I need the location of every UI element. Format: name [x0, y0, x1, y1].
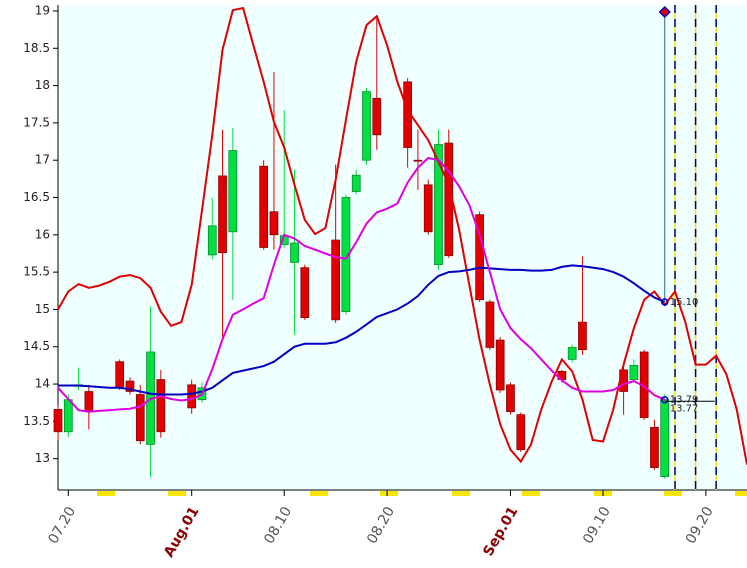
candle-body: [341, 197, 351, 313]
price-marker: [660, 298, 669, 306]
candle-body: [567, 347, 577, 360]
candle-body: [84, 391, 94, 412]
candle-body: [423, 184, 433, 233]
x-tick-label: 08.20: [364, 504, 398, 547]
candle-body: [506, 384, 515, 413]
candle-body: [259, 165, 269, 248]
indicator-line: [57, 156, 666, 413]
candle-body: [187, 384, 197, 409]
candle-body: [650, 426, 659, 468]
candle-body: [125, 380, 135, 392]
price-label: 15.10: [670, 297, 699, 308]
candle-body: [629, 365, 639, 380]
y-tick-label: 19: [35, 3, 50, 17]
x-tick-label: 07.20: [45, 504, 79, 547]
candle-body: [495, 339, 505, 391]
weekend-marker: [522, 491, 540, 496]
candle-body: [372, 97, 382, 136]
candle-body: [475, 214, 484, 301]
candle-body: [63, 399, 73, 433]
y-tick-label: 13.5: [23, 414, 50, 428]
candle-body: [269, 211, 279, 236]
candle-body: [156, 379, 166, 433]
price-label: 13.77: [670, 404, 699, 415]
candle-body: [218, 175, 227, 254]
weekend-marker: [168, 491, 186, 496]
x-tick-label: Aug.01: [161, 504, 203, 560]
y-tick-label: 13: [35, 451, 50, 465]
x-tick-label: 08.10: [261, 504, 295, 547]
candle-body: [434, 144, 443, 266]
candle-body: [207, 225, 217, 256]
weekend-marker: [97, 491, 115, 496]
weekend-marker: [735, 491, 747, 496]
y-tick-label: 18.5: [23, 41, 50, 55]
weekend-marker: [380, 491, 398, 496]
candle-body: [53, 409, 63, 433]
indicator-line: [57, 6, 747, 465]
x-tick-label: 09.10: [580, 504, 614, 547]
y-tick-label: 14.5: [23, 339, 50, 353]
y-tick-label: 16: [35, 227, 50, 241]
price-marker: [660, 395, 669, 404]
y-tick-label: 15.5: [23, 265, 50, 279]
candle-body: [300, 267, 310, 318]
y-tick-label: 17.5: [23, 115, 50, 129]
candle-body: [115, 361, 125, 389]
cursor-diamond: [658, 5, 671, 19]
candle-body: [660, 399, 670, 477]
x-tick-label: 09.20: [683, 504, 717, 547]
candle-body: [351, 174, 361, 192]
plot-area: [58, 5, 747, 490]
candle-body: [485, 301, 495, 348]
candle-body: [578, 321, 587, 351]
weekend-markers: [97, 491, 747, 496]
candle-body: [516, 414, 526, 451]
y-tick-label: 16.5: [23, 190, 50, 204]
y-tick-label: 14: [35, 377, 50, 391]
y-tick-label: 17: [35, 153, 50, 167]
x-tick-label: Sep.01: [480, 504, 521, 559]
candle-body: [135, 394, 145, 442]
y-tick-label: 15: [35, 302, 50, 316]
weekend-marker: [664, 491, 682, 496]
y-tick-label: 18: [35, 78, 50, 92]
candle-body: [290, 242, 299, 263]
candle-body: [331, 239, 341, 321]
price-label: 13.79: [670, 395, 699, 406]
weekend-marker: [310, 491, 328, 496]
candle-body: [413, 159, 423, 162]
weekend-marker: [452, 491, 470, 496]
candle-body: [228, 150, 238, 233]
indicator-line: [58, 264, 666, 396]
candle-body: [362, 91, 371, 161]
